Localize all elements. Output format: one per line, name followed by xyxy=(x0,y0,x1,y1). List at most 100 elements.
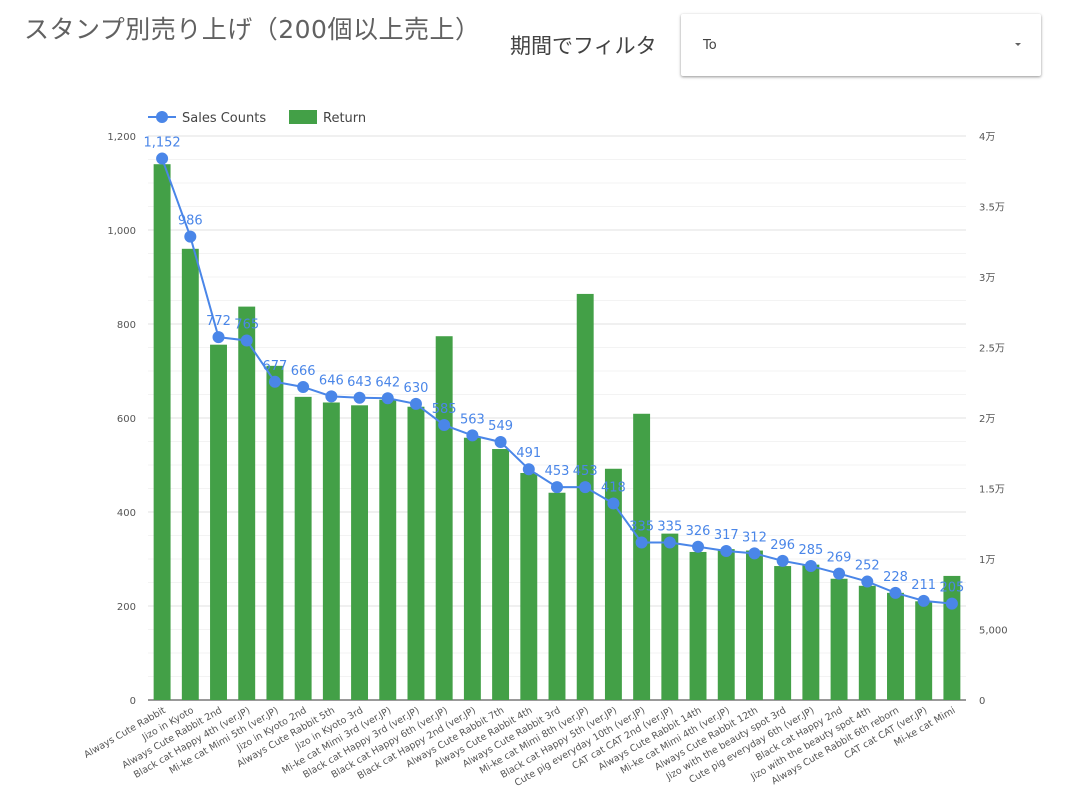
sales-count-label: 228 xyxy=(883,570,908,585)
return-bar xyxy=(210,344,227,700)
legend-return: Return xyxy=(323,111,366,126)
return-bar xyxy=(858,585,876,700)
sales-count-label: 312 xyxy=(742,530,767,545)
legend-bar-swatch xyxy=(289,110,317,124)
sales-count-label: 269 xyxy=(827,551,852,566)
page-title: スタンプ別売り上げ（200個以上売上） xyxy=(24,15,481,44)
return-bar xyxy=(887,592,904,700)
right-axis-tick-label: 4万 xyxy=(979,132,995,143)
return-bar xyxy=(604,468,622,700)
right-axis-tick-label: 1万 xyxy=(979,555,995,566)
sales-count-point xyxy=(381,392,394,405)
period-filter-value: To xyxy=(703,38,717,53)
return-bar xyxy=(915,601,933,700)
left-axis-tick-label: 1,200 xyxy=(107,132,136,143)
return-bar xyxy=(802,564,820,700)
left-axis-ticks: 0 200 400 600 800 1,000 1,200 xyxy=(107,132,136,707)
sales-count-point xyxy=(409,397,422,410)
return-bar xyxy=(238,306,256,700)
sales-count-point xyxy=(635,536,648,549)
return-bar xyxy=(351,405,369,700)
sales-count-point xyxy=(325,390,338,403)
sales-count-label: 252 xyxy=(855,559,880,574)
legend: Sales Counts Return xyxy=(148,110,366,126)
sales-count-point xyxy=(240,334,253,347)
left-axis-tick-label: 200 xyxy=(117,602,136,613)
sales-count-label: 677 xyxy=(263,359,288,374)
sales-count-point xyxy=(804,560,817,573)
sales-count-label: 666 xyxy=(291,364,316,379)
sales-count-label: 646 xyxy=(319,373,344,388)
return-bar xyxy=(689,551,707,700)
sales-count-point xyxy=(297,380,310,393)
return-bar xyxy=(294,396,312,700)
period-filter-label: 期間でフィルタ xyxy=(510,34,657,58)
left-axis-tick-label: 0 xyxy=(130,696,136,707)
return-bar xyxy=(153,164,171,700)
right-axis-tick-label: 2.5万 xyxy=(979,344,1005,355)
right-axis-tick-label: 0 xyxy=(979,696,985,707)
return-bar xyxy=(520,472,538,700)
return-bar xyxy=(181,248,199,701)
sales-count-point xyxy=(776,554,789,567)
right-axis-tick-label: 1.5万 xyxy=(979,485,1005,496)
sales-count-label: 285 xyxy=(798,543,823,558)
sales-count-label: 772 xyxy=(206,314,231,329)
sales-count-label: 296 xyxy=(770,538,795,553)
return-bar xyxy=(830,578,848,700)
sales-count-point xyxy=(889,586,902,599)
right-axis-tick-label: 5,000 xyxy=(979,626,1008,637)
right-axis-ticks: 0 5,000 1万 1.5万 2万 2.5万 3万 3.5万 4万 xyxy=(979,132,1008,707)
right-axis-tick-label: 3.5万 xyxy=(979,203,1005,214)
left-axis-tick-label: 600 xyxy=(117,414,136,425)
sales-count-point xyxy=(438,419,451,432)
sales-count-label: 563 xyxy=(460,412,485,427)
sales-count-label: 335 xyxy=(629,520,654,535)
sales-count-label: 585 xyxy=(432,402,457,417)
return-bar xyxy=(492,449,510,700)
period-filter-dropdown[interactable]: To xyxy=(681,14,1041,76)
sales-count-label: 453 xyxy=(573,464,598,479)
left-axis-tick-label: 800 xyxy=(117,320,136,331)
return-bar xyxy=(407,406,425,700)
return-bar xyxy=(633,413,651,700)
return-bar xyxy=(548,492,566,700)
legend-line-marker xyxy=(156,111,168,123)
return-bar xyxy=(266,365,284,700)
sales-count-point xyxy=(579,481,592,494)
sales-count-label: 211 xyxy=(911,578,936,593)
sales-count-label: 205 xyxy=(939,581,964,596)
sales-count-point xyxy=(833,567,846,580)
return-bars xyxy=(153,164,961,701)
sales-count-label: 765 xyxy=(234,317,259,332)
sales-count-point xyxy=(353,391,366,404)
sales-count-point xyxy=(212,331,225,344)
sales-count-label: 643 xyxy=(347,375,372,390)
sales-count-label: 335 xyxy=(657,520,682,535)
sales-count-point xyxy=(494,435,507,448)
sales-count-point xyxy=(720,545,733,558)
sales-count-point xyxy=(522,463,535,476)
sales-count-point xyxy=(156,152,169,165)
sales-count-point xyxy=(748,547,761,560)
sales-count-point xyxy=(917,594,930,607)
sales-count-label: 453 xyxy=(545,464,570,479)
return-bar xyxy=(774,566,792,700)
left-axis-tick-label: 1,000 xyxy=(107,226,136,237)
right-axis-tick-label: 3万 xyxy=(979,273,995,284)
sales-count-point xyxy=(692,540,705,553)
sales-count-point xyxy=(861,575,874,588)
left-axis-tick-label: 400 xyxy=(117,508,136,519)
sales-count-point xyxy=(184,230,197,243)
sales-count-point xyxy=(268,375,281,388)
return-bar xyxy=(576,293,594,700)
sales-counts-points xyxy=(156,152,958,610)
sales-count-point xyxy=(663,536,676,549)
return-bar xyxy=(322,402,340,700)
sales-count-label: 630 xyxy=(404,381,429,396)
sales-count-label: 491 xyxy=(516,446,541,461)
sales-count-point xyxy=(466,429,479,442)
